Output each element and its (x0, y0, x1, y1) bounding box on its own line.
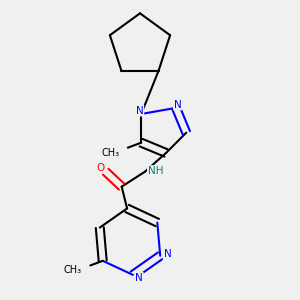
Text: CH₃: CH₃ (64, 265, 82, 275)
Text: N: N (136, 106, 143, 116)
Text: NH: NH (148, 166, 164, 176)
Text: CH₃: CH₃ (101, 148, 119, 158)
Text: N: N (174, 100, 182, 110)
Text: N: N (135, 272, 143, 283)
Text: O: O (96, 163, 104, 173)
Text: N: N (164, 249, 171, 260)
